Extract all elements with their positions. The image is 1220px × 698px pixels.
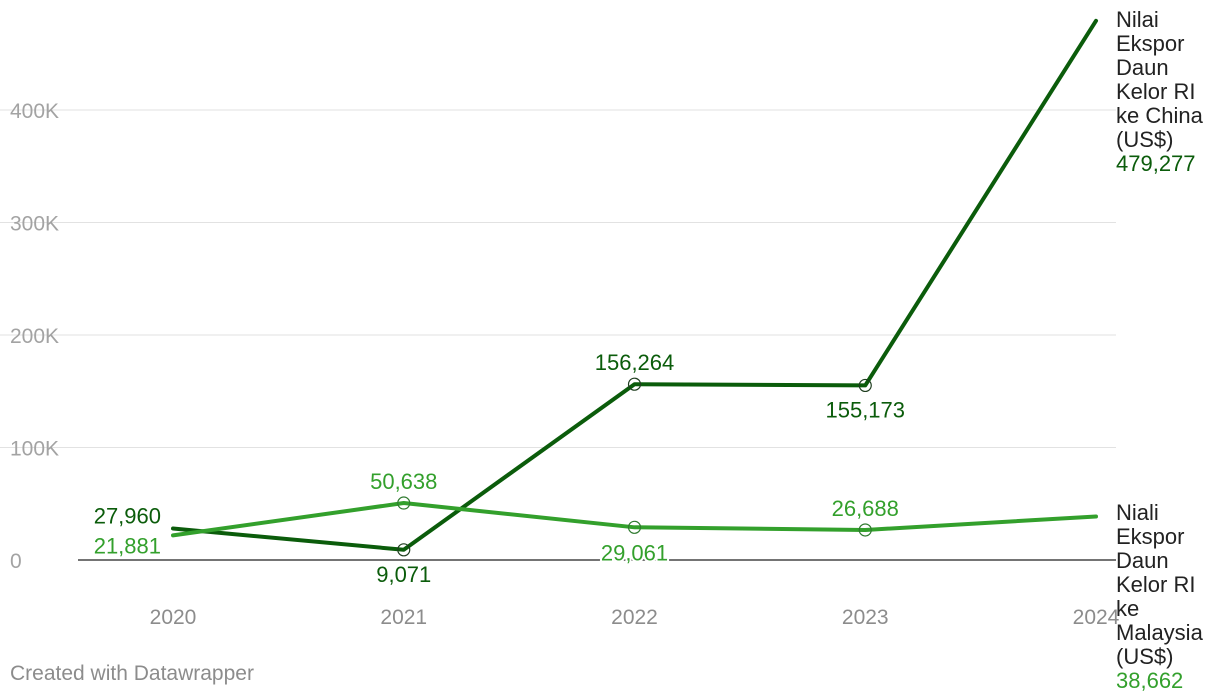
- series-name-line: Ekspor: [1116, 31, 1184, 56]
- series-name-line: (US$): [1116, 127, 1173, 152]
- y-tick-label: 400K: [10, 100, 59, 123]
- x-tick-label: 2021: [380, 606, 427, 629]
- data-label: 27,960: [94, 504, 161, 529]
- data-label: 9,071: [376, 562, 431, 587]
- data-point-marker: [627, 377, 642, 391]
- series-name-line: Niali: [1116, 500, 1159, 525]
- series-name-line: Ekspor: [1116, 524, 1184, 549]
- series-name-line: Malaysia: [1116, 620, 1204, 645]
- data-point-marker: [397, 496, 411, 510]
- x-tick-label: 2023: [842, 606, 889, 629]
- series-name-line: Kelor RI: [1116, 572, 1195, 597]
- series-end-value: 38,662: [1116, 668, 1183, 693]
- series-name-line: Daun: [1116, 548, 1169, 573]
- footer-credit: Created with Datawrapper: [10, 662, 254, 685]
- series-line: [171, 501, 1098, 538]
- y-tick-label: 100K: [10, 438, 59, 461]
- x-tick-label: 2022: [611, 606, 658, 629]
- y-tick-label: 200K: [10, 325, 59, 348]
- data-label: 21,881: [94, 533, 161, 558]
- data-point-marker: [858, 378, 872, 393]
- x-tick-label: 2024: [1073, 606, 1120, 629]
- x-axis: 2020 2021 2022 2023 2024: [150, 606, 1120, 629]
- series-name-line: (US$): [1116, 644, 1173, 669]
- data-label: 29,061: [601, 540, 668, 565]
- series-end-value: 479,277: [1116, 151, 1196, 176]
- series-line: [171, 18, 1098, 552]
- data-point-marker: [397, 543, 411, 557]
- data-point-marker: [627, 520, 642, 534]
- data-label: 50,638: [370, 469, 437, 494]
- y-tick-label: 0: [10, 550, 22, 573]
- series-name-line: Nilai: [1116, 7, 1159, 32]
- data-label: 155,173: [825, 397, 905, 422]
- data-label: 156,264: [595, 350, 675, 375]
- x-tick-label: 2020: [150, 606, 197, 629]
- y-axis: 0 100K 200K 300K 400K: [10, 100, 59, 573]
- data-point-marker: [858, 523, 872, 537]
- data-label: 26,688: [832, 496, 899, 521]
- gridlines: [0, 109, 1116, 561]
- series-name-line: ke: [1116, 596, 1139, 621]
- series-name-line: ke China: [1116, 103, 1204, 128]
- series-lines: [171, 18, 1098, 557]
- y-tick-label: 300K: [10, 213, 59, 236]
- series-name-line: Kelor RI: [1116, 79, 1195, 104]
- data-labels: 27,960 9,071 156,264 155,173 21,881 50,638 29,…: [92, 348, 907, 589]
- series-name-line: Daun: [1116, 55, 1169, 80]
